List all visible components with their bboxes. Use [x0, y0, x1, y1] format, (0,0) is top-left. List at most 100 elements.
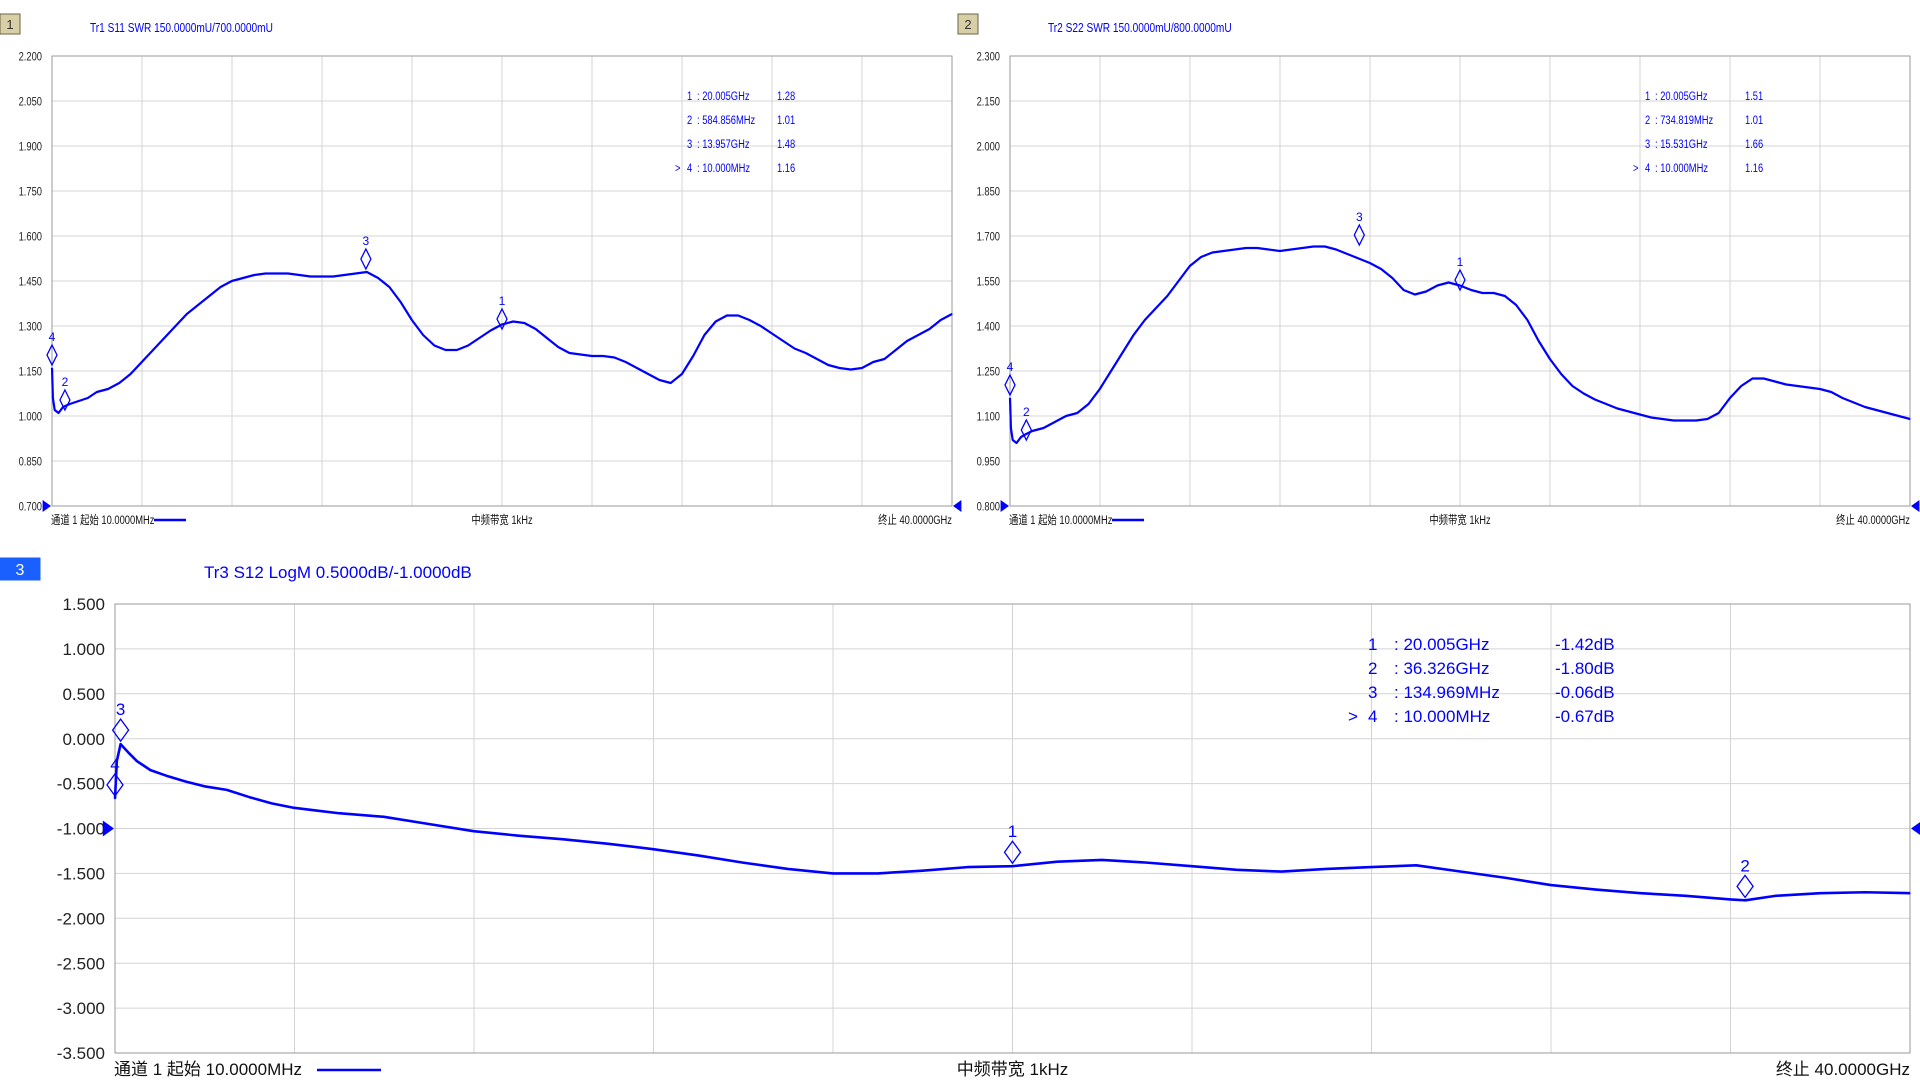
marker-table-frequency: : 36.326GHz — [1394, 659, 1489, 678]
trace-point — [726, 314, 728, 317]
marker-table-number: 4 — [1368, 707, 1377, 726]
ref-level-right-icon — [953, 500, 962, 512]
trace-point — [1729, 397, 1731, 399]
trace-point — [966, 866, 968, 868]
marker-diamond-icon[interactable] — [1454, 268, 1466, 292]
trace-point — [940, 319, 942, 321]
trace-point — [1583, 392, 1585, 395]
marker-table-frequency: : 10.000MHz — [697, 162, 750, 175]
trace-point — [602, 355, 604, 357]
marker-diamond-icon[interactable] — [1003, 840, 1022, 865]
grid — [51, 55, 953, 507]
trace-point — [782, 340, 784, 342]
ref-level-left-icon — [1000, 500, 1009, 512]
marker-diamond-icon[interactable] — [496, 307, 508, 331]
marker-diamond-icon[interactable] — [1004, 373, 1016, 397]
marker-table-value: -1.80dB — [1555, 659, 1615, 678]
marker-diamond-icon[interactable] — [360, 247, 372, 271]
marker-diamond-icon[interactable] — [1020, 418, 1033, 442]
grid — [1009, 55, 1911, 507]
trace-point — [1875, 409, 1877, 411]
marker-table-frequency: : 584.856MHz — [697, 114, 755, 127]
trace-point — [315, 809, 318, 812]
trace-point — [692, 355, 694, 357]
panel-badge[interactable] — [0, 557, 41, 581]
trace-point — [253, 274, 255, 276]
y-tick-label: 2.050 — [19, 95, 42, 108]
marker-label: 4 — [1007, 360, 1014, 374]
trace-point — [264, 272, 267, 275]
trace-point — [96, 391, 98, 393]
marker-diamond-icon[interactable] — [59, 388, 71, 412]
trace-point — [742, 862, 744, 864]
trace-point — [57, 412, 60, 414]
y-tick-label: 1.100 — [977, 410, 1000, 423]
trace-point — [242, 277, 244, 279]
ref-level-right-icon — [1911, 822, 1920, 835]
trace-point — [1155, 307, 1157, 309]
panel-badge[interactable] — [957, 13, 979, 35]
trace-point — [1031, 430, 1033, 432]
trace-point — [1335, 248, 1337, 251]
trace-point — [1695, 419, 1697, 422]
trace-point — [681, 373, 683, 375]
trace-point — [1628, 410, 1630, 413]
trace-point — [512, 320, 514, 323]
marker-table-number: 1 — [687, 90, 692, 103]
x-stop-label: 终止 40.0000GHz — [1836, 513, 1910, 527]
trace-point — [366, 271, 368, 273]
panel-badge[interactable] — [0, 13, 21, 35]
trace-point — [1132, 334, 1135, 336]
marker-label: 1 — [499, 294, 506, 308]
trace-point — [1841, 397, 1844, 399]
trace-point — [1909, 892, 1911, 894]
marker-table-value: 1.16 — [777, 162, 795, 175]
trace-point — [771, 332, 773, 335]
trace-point — [1740, 385, 1742, 387]
trace-point — [271, 802, 273, 804]
trace-point — [1403, 289, 1405, 291]
marker-diamond-icon[interactable] — [1736, 874, 1754, 899]
trace-point — [1234, 248, 1236, 251]
trace-point — [1009, 397, 1011, 399]
y-tick-label: 0.850 — [19, 455, 42, 468]
trace-point — [107, 388, 109, 390]
marker-diamond-icon[interactable] — [106, 772, 124, 797]
marker-diamond-icon[interactable] — [1353, 223, 1366, 247]
panel-number: 2 — [964, 17, 971, 32]
trace-point — [1279, 250, 1281, 252]
y-tick-label: 1.500 — [62, 595, 105, 614]
marker-table-frequency: : 15.531GHz — [1655, 138, 1707, 151]
trace-point — [377, 277, 379, 279]
y-tick-label: 0.000 — [62, 730, 105, 749]
trace-point — [883, 358, 886, 360]
trace-point — [1056, 861, 1058, 863]
trace-point — [697, 854, 699, 857]
marker-diamond-icon[interactable] — [111, 717, 130, 743]
trace-point — [737, 314, 739, 317]
trace-point — [523, 322, 525, 324]
trace-point — [355, 272, 357, 275]
trace-point — [1706, 418, 1709, 420]
marker-diamond-icon[interactable] — [46, 343, 58, 367]
trace-point — [1864, 406, 1866, 408]
trace-point — [658, 379, 661, 381]
marker-table-number: 2 — [1645, 114, 1650, 127]
marker-table-frequency: : 10.000MHz — [1394, 707, 1490, 726]
x-center-label: 中频带宽 1kHz — [1429, 513, 1490, 527]
y-tick-label: -3.000 — [57, 999, 105, 1018]
trace-point — [203, 785, 205, 787]
trace-point — [1684, 419, 1686, 422]
marker-label: 2 — [1740, 856, 1749, 875]
trace-point — [118, 382, 120, 384]
trace-point — [1236, 869, 1238, 871]
marker-table-frequency: : 13.957GHz — [697, 138, 749, 151]
y-tick-label: 2.300 — [977, 50, 1000, 63]
trace-point — [383, 816, 385, 818]
marker-label: 1 — [1457, 255, 1464, 269]
trace-point — [607, 843, 609, 845]
panel-number: 1 — [6, 17, 13, 32]
marker-table-value: 1.51 — [1745, 90, 1763, 103]
marker-label: 4 — [49, 330, 56, 344]
